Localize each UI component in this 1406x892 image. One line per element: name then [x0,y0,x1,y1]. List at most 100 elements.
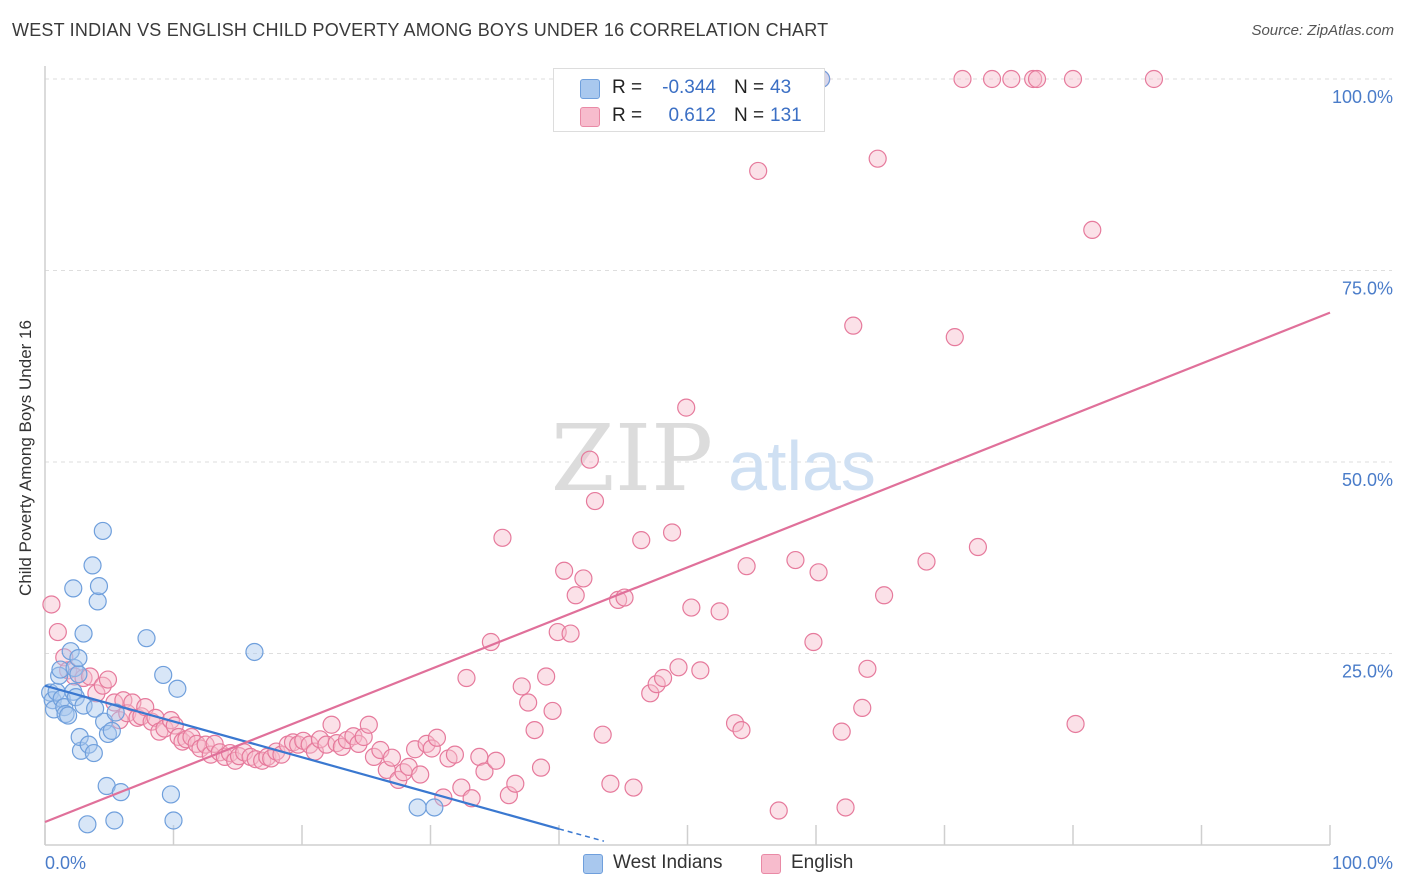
legend-row-english: R = 0.612 N = 131 [554,103,824,131]
english-point [246,750,265,769]
english-point [968,537,988,557]
english-point [624,778,643,797]
r-value: -0.344 [662,77,716,98]
english-point [1144,69,1164,89]
english-point [359,715,378,734]
english-point [566,586,585,605]
west-indian-point [102,721,121,740]
english-point [868,149,887,168]
english-point [543,701,562,721]
english-point [364,747,384,767]
english-point [525,720,544,740]
west-indian-point [137,629,156,648]
english-point [585,491,605,511]
west-indian-point [88,592,107,611]
english-point [445,745,465,764]
chart-title: WEST INDIAN VS ENGLISH CHILD POVERTY AMO… [12,20,829,40]
watermark-zip: ZIP [551,405,713,512]
english-point [322,715,341,734]
english-point [512,677,531,696]
west-indians-trend-line [44,684,560,830]
english-points [42,69,1164,820]
n-label: N = [734,77,765,98]
west-indian-point [105,811,124,830]
tick-labels: 100.0% 75.0% 50.0% 25.0% 0.0% 100.0% [45,87,1393,873]
english-point [917,552,936,571]
west-indian-point [154,665,173,685]
west-indian-point [55,698,74,717]
english-point [580,450,599,469]
english-point [475,762,494,781]
english-trend-line [44,311,1331,824]
english-point [519,693,538,712]
english-point [953,69,972,89]
axes [44,66,1331,846]
english-point [411,765,430,784]
english-point [725,714,745,733]
west-indian-point [64,579,83,598]
english-point [858,659,877,678]
english-point [555,561,574,580]
english-point [422,739,441,758]
correlation-legend: R = -0.344 N = 43 R = 0.612 N = 131 [553,68,825,132]
west-indian-point [93,521,112,541]
english-point [710,602,729,621]
english-point [786,550,805,570]
english-point [1083,220,1102,240]
english-point [493,528,512,547]
english-point [457,668,476,688]
west-indian-point [161,785,181,804]
legend-swatch-west-indians [583,854,603,874]
legend-swatch-english [761,854,781,874]
english-point [632,531,651,550]
west-indian-point [106,703,125,722]
west-indian-point [78,815,97,834]
y-tick-label: 50.0% [1342,470,1393,490]
west-indian-point [408,798,427,817]
english-point [669,658,688,677]
english-point [601,774,620,793]
english-point [561,624,580,643]
west-indian-point [69,665,88,684]
english-point [42,595,61,614]
english-point [427,728,447,747]
english-point [486,751,506,770]
english-point [682,598,701,617]
west-indian-point [83,556,102,575]
english-point [945,328,964,347]
watermark: ZIP atlas [551,405,876,512]
watermark-atlas: atlas [728,427,876,505]
english-point [691,661,710,680]
english-point [1063,69,1083,89]
english-point [853,698,872,717]
english-point [499,786,518,805]
english-point [1027,69,1047,89]
west-indian-point [168,679,187,698]
legend-row-west-indians: R = -0.344 N = 43 [554,75,824,103]
english-point [48,622,67,642]
english-point [875,586,894,605]
west-indian-point [425,798,444,817]
english-point [593,725,612,744]
x-tick-label: 0.0% [45,853,86,873]
english-point [80,667,100,686]
english-point [98,670,118,689]
west-indian-point [43,691,62,710]
west-indian-point [61,642,80,661]
r-label: R = [612,105,643,126]
west-indian-point [59,706,78,725]
source-label: Source: ZipAtlas.com [1251,22,1394,39]
west-indian-point [50,666,69,685]
english-point [531,758,551,777]
y-tick-label: 75.0% [1342,279,1393,299]
trend-lines [44,311,1331,842]
y-tick-label: 25.0% [1342,662,1393,682]
west-indian-point [89,576,109,596]
english-point [769,801,788,820]
english-point [662,523,682,542]
english-point [1002,69,1021,89]
r-label: R = [612,77,643,98]
english-point [832,722,851,741]
english-point [732,720,751,740]
english-point [537,667,556,686]
